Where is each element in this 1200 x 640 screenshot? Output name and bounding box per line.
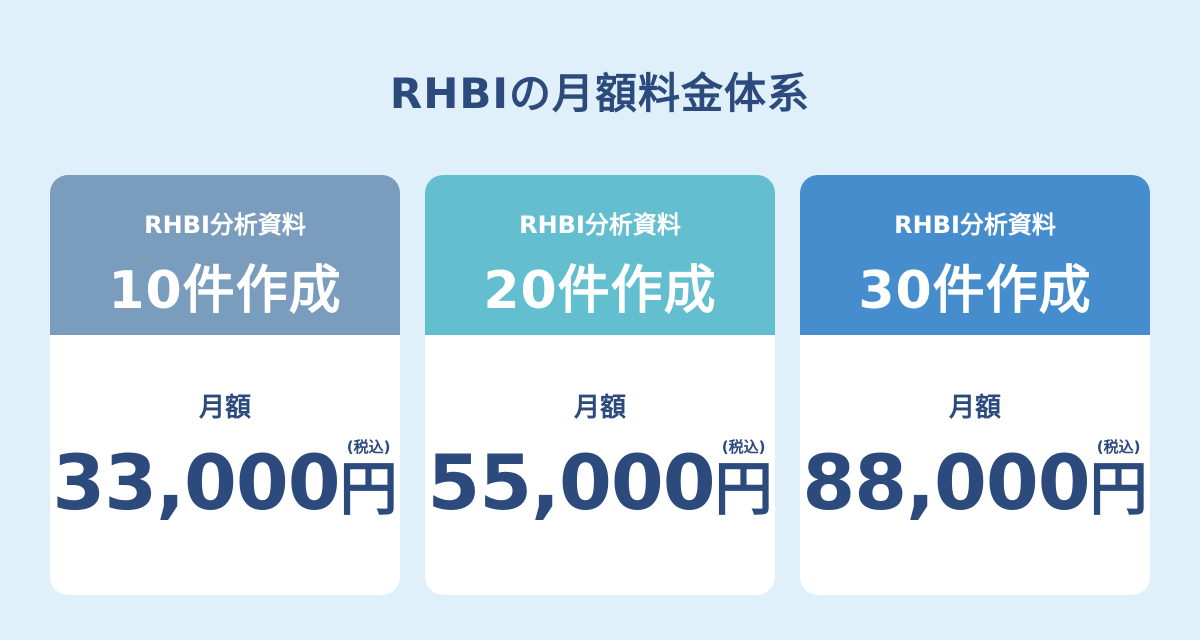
- monthly-label: 月額: [198, 393, 251, 423]
- plan-card-30: RHBI分析資料 30件作成 月額 88,000 (税込) 円: [800, 175, 1150, 595]
- plan-count: 20件作成: [483, 261, 717, 321]
- page-title: RHBIの月額料金体系: [389, 69, 811, 118]
- monthly-label: 月額: [573, 393, 626, 423]
- plan-card-20: RHBI分析資料 20件作成 月額 55,000 (税込) 円: [425, 175, 775, 595]
- plan-subtitle: RHBI分析資料: [894, 211, 1056, 239]
- plan-header: RHBI分析資料 30件作成: [800, 175, 1150, 335]
- plan-header: RHBI分析資料 20件作成: [425, 175, 775, 335]
- currency: 円: [339, 455, 398, 523]
- tax-note: (税込): [721, 438, 766, 456]
- plan-header: RHBI分析資料 10件作成: [50, 175, 400, 335]
- monthly-label: 月額: [948, 393, 1001, 423]
- tax-note: (税込): [1096, 438, 1141, 456]
- price: 88,000 (税込) 円: [800, 438, 1150, 527]
- plan-card-10: RHBI分析資料 10件作成 月額 33,000 (税込) 円: [50, 175, 400, 595]
- price-value: 55,000: [427, 438, 715, 527]
- tax-note: (税込): [346, 438, 391, 456]
- plan-count: 30件作成: [858, 261, 1092, 321]
- price: 55,000 (税込) 円: [425, 438, 775, 527]
- plan-count: 10件作成: [108, 261, 342, 321]
- currency: 円: [714, 455, 773, 523]
- plan-subtitle: RHBI分析資料: [144, 211, 306, 239]
- price-value: 33,000: [52, 438, 340, 527]
- price-value: 88,000: [802, 438, 1090, 527]
- price: 33,000 (税込) 円: [50, 438, 400, 527]
- currency: 円: [1089, 455, 1148, 523]
- plan-subtitle: RHBI分析資料: [519, 211, 681, 239]
